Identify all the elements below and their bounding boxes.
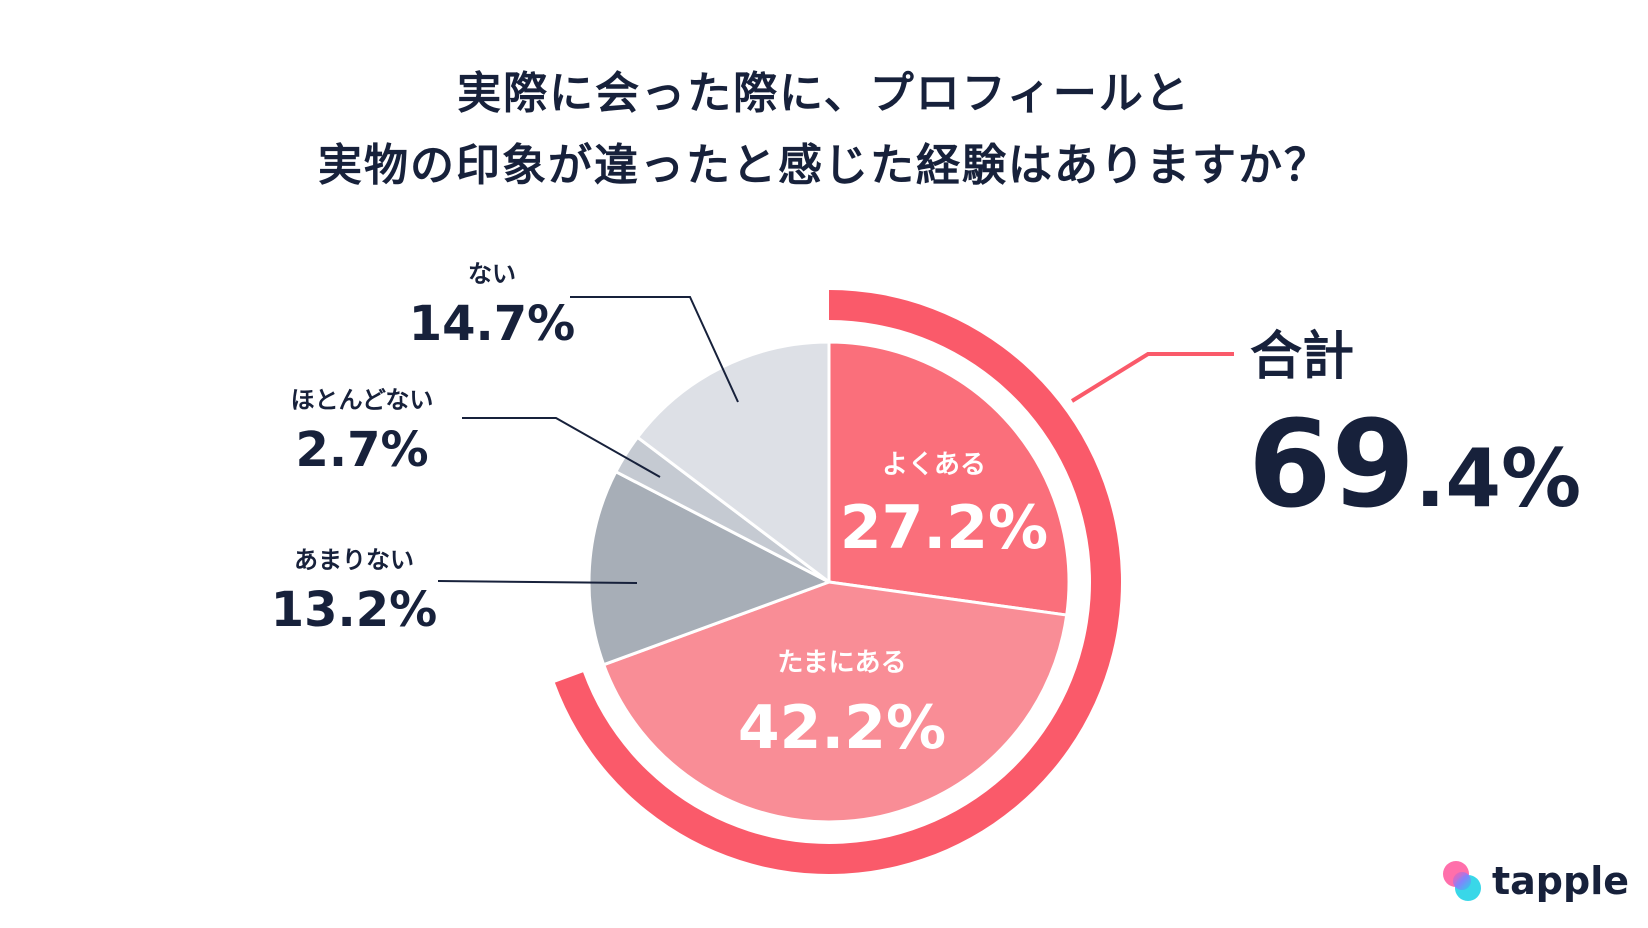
- pie-slice-tamaniaru: [602, 580, 1069, 824]
- leader-line-nai: [570, 296, 739, 403]
- label-yokuaru-category: よくある: [882, 450, 986, 480]
- label-nai-value: 14.7%: [409, 296, 576, 352]
- label-tamaniaru-category: たまにある: [777, 648, 906, 678]
- label-tamaniaru-value: 42.2%: [738, 693, 946, 763]
- total-value: 69.4%: [1248, 396, 1581, 535]
- chart-title-line-1: 実際に会った際に、プロフィールと: [457, 68, 1191, 119]
- pie-slice-amarinai: [587, 470, 831, 667]
- chart-title-line-2: 実物の印象が違ったと感じた経験はありますか？: [318, 140, 1330, 191]
- brand-name: tapple: [1492, 859, 1629, 903]
- label-amarinai-value: 13.2%: [271, 582, 438, 638]
- leader-line-hotondonai: [462, 417, 661, 478]
- total-leader-line: [1070, 352, 1234, 403]
- inside-labels: よくある 27.2% たまにある 42.2%: [738, 450, 1048, 763]
- total-value-dec: .4%: [1415, 432, 1581, 525]
- tapple-logo-icon: [1443, 861, 1481, 901]
- total-label: 合計: [1250, 327, 1354, 387]
- pie-slice-yokuaru: [827, 340, 1071, 617]
- label-hotondonai-category: ほとんどない: [291, 386, 434, 414]
- leader-line-amarinai: [437, 580, 638, 584]
- pie-slices: [587, 340, 1071, 824]
- label-amarinai-category: あまりない: [294, 546, 414, 574]
- brand-logo: tapple: [1443, 859, 1629, 903]
- label-nai-category: ない: [468, 260, 516, 288]
- total-value-int: 69: [1248, 396, 1415, 535]
- outside-labels: ない 14.7% ほとんどない 2.7% あまりない 13.2%: [271, 260, 739, 638]
- label-yokuaru-value: 27.2%: [840, 493, 1048, 563]
- total-callout: 合計 69.4%: [1070, 327, 1581, 535]
- label-hotondonai-value: 2.7%: [295, 422, 428, 478]
